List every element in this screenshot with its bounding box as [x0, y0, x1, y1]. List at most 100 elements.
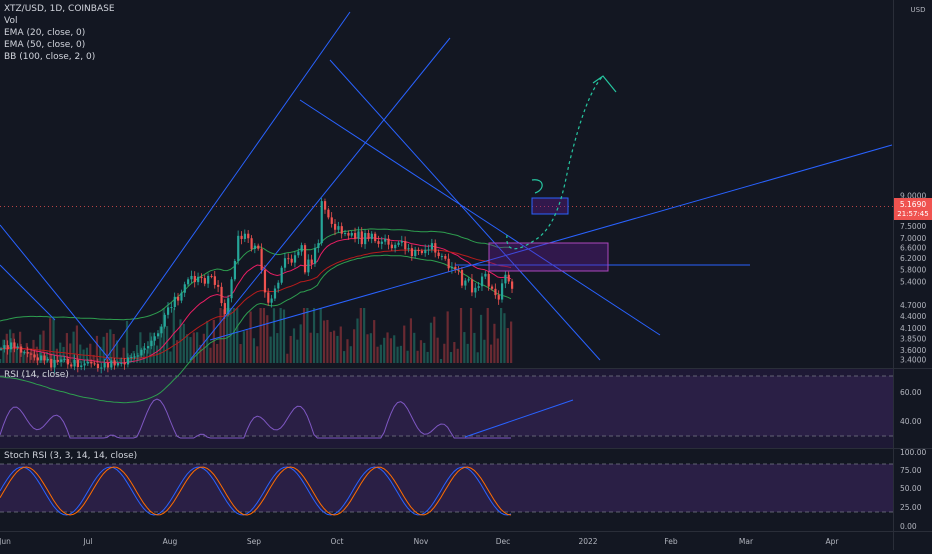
- volume-bar: [292, 328, 296, 363]
- volume-bar: [510, 321, 513, 363]
- volume-bar: [135, 344, 139, 363]
- candle-body: [364, 233, 367, 245]
- candle-body: [63, 358, 66, 360]
- candle-body: [213, 276, 216, 285]
- candle-body: [96, 363, 100, 369]
- candle-body: [143, 348, 146, 350]
- candle-body: [504, 274, 507, 284]
- candle-body: [377, 241, 380, 244]
- candle-body: [60, 359, 63, 362]
- volume-bar: [122, 347, 125, 363]
- volume-bar: [115, 340, 119, 363]
- volume-bar: [209, 347, 212, 363]
- candle-body: [156, 333, 160, 337]
- volume-bar: [92, 354, 95, 363]
- candle-body: [23, 352, 26, 354]
- price-tick-label: 3.8500: [900, 334, 926, 343]
- candle-body: [240, 235, 243, 239]
- volume-bar: [172, 308, 175, 363]
- volume-bar: [125, 320, 129, 363]
- price-tick-label: 5.4000: [900, 277, 926, 286]
- volume-bar: [339, 326, 342, 363]
- volume-bar: [309, 332, 312, 363]
- candle-body: [450, 266, 454, 269]
- candle-body: [16, 346, 19, 348]
- volume-bar: [326, 319, 329, 363]
- trend-line: [299, 99, 661, 336]
- legend-ema20[interactable]: EMA (20, close, 0): [4, 28, 86, 38]
- price-tick-label: 3.6000: [900, 346, 926, 355]
- trend-line: [0, 224, 111, 361]
- time-tick-label: 2022: [578, 537, 597, 546]
- volume-bar: [349, 346, 352, 363]
- volume-bar: [322, 320, 326, 363]
- candle-body: [397, 242, 400, 245]
- volume-bar: [109, 329, 112, 363]
- legend-vol[interactable]: Vol: [4, 16, 18, 26]
- rsi-pane: [0, 398, 574, 439]
- candle-body: [270, 298, 273, 303]
- candle-body: [110, 360, 113, 368]
- candle-body: [313, 247, 317, 264]
- candle-body: [6, 345, 9, 350]
- time-tick-label: Apr: [826, 537, 840, 546]
- candle-body: [424, 249, 427, 254]
- volume-bar: [489, 344, 493, 363]
- volume-bar: [329, 331, 332, 363]
- candle-body: [303, 245, 307, 273]
- candle-body: [511, 281, 514, 289]
- candle-body: [167, 307, 170, 315]
- volume-bar: [192, 332, 195, 363]
- candle-body: [83, 363, 86, 366]
- legend-ema50[interactable]: EMA (50, close, 0): [4, 40, 86, 50]
- candle-body: [434, 243, 437, 253]
- legend-bb[interactable]: BB (100, close, 2, 0): [4, 52, 96, 62]
- volume-bar: [166, 326, 169, 363]
- candle-body: [484, 273, 487, 277]
- time-axis: Jun Jul Aug Sep Oct Nov Dec 2022 Feb Mar Apr: [0, 537, 839, 546]
- candle-body: [454, 266, 457, 270]
- volume-bar: [189, 337, 192, 363]
- trend-line: [329, 59, 601, 361]
- candle-body: [357, 231, 360, 239]
- candle-body: [10, 342, 13, 350]
- volume-bar: [219, 308, 222, 363]
- candle-body: [307, 259, 310, 273]
- candle-body: [53, 359, 56, 368]
- candle-body: [163, 314, 166, 327]
- candle-body: [197, 276, 200, 283]
- volume-bar: [316, 333, 319, 363]
- volume-bar: [252, 338, 256, 363]
- volume-bar: [266, 315, 269, 363]
- bb-lower: [0, 254, 512, 404]
- candle-body: [437, 252, 440, 257]
- candle-body: [210, 275, 213, 277]
- volume-bar: [149, 332, 152, 363]
- projection-arrow: [592, 75, 617, 93]
- candle-body: [50, 358, 53, 368]
- stoch-title[interactable]: Stoch RSI (3, 3, 14, 14, close): [4, 451, 138, 461]
- candle-body: [374, 233, 377, 242]
- candle-body: [36, 357, 39, 361]
- symbol-title[interactable]: XTZ/USD, 1D, COINBASE: [4, 4, 115, 14]
- volume-bar: [353, 329, 356, 363]
- price-tick-label: 4.4000: [900, 312, 926, 321]
- candle-body: [253, 245, 257, 249]
- rsi-band-fill: [0, 376, 893, 436]
- candle-body: [323, 201, 327, 210]
- candle-body: [327, 209, 330, 218]
- volume-bar: [429, 322, 433, 363]
- candle-body: [487, 273, 490, 287]
- price-axis: USD9.00008.50008.00007.50007.00006.60006…: [894, 6, 932, 531]
- candle-body: [187, 279, 190, 285]
- price-tag-value: 5.1690: [900, 200, 926, 209]
- candle-body: [153, 336, 156, 341]
- time-tick-label: Nov: [414, 537, 429, 546]
- candle-body: [417, 249, 420, 251]
- candle-body: [76, 359, 80, 368]
- candle-body: [207, 275, 210, 284]
- volume-bar: [199, 344, 202, 363]
- candle-body: [70, 364, 73, 367]
- rsi-title[interactable]: RSI (14, close): [4, 370, 69, 380]
